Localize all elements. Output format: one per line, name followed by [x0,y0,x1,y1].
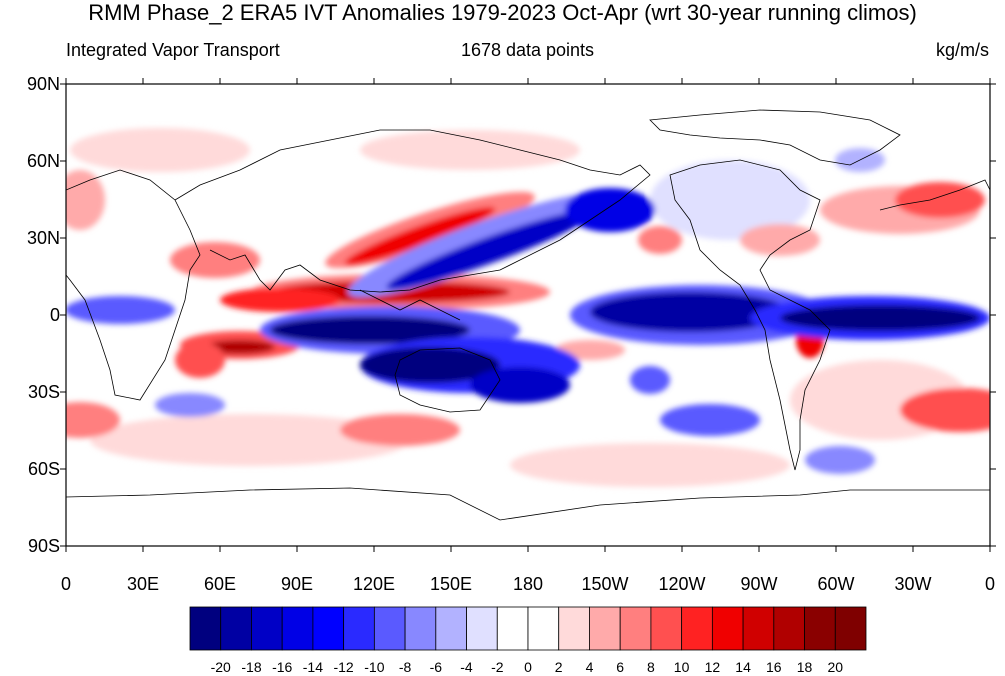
colorbar-swatch [404,606,437,651]
colorbar [189,606,867,651]
colorbar-swatch [773,606,805,651]
y-tick-label: 90S [27,536,60,556]
colorbar-swatch [251,606,283,651]
colorbar-tick-label: 14 [735,659,751,675]
colorbar-tick-label: -4 [460,659,473,675]
colorbar-swatch [220,606,252,651]
colorbar-swatch [343,606,375,651]
y-tick-label: 30S [27,382,60,402]
colorbar-tick-label: 16 [766,659,782,675]
data-count-label: 1678 data points [460,40,595,60]
anomaly-field [66,84,990,546]
colorbar-tick-label: 12 [704,659,721,675]
colorbar-swatch [435,606,467,651]
x-tick-label: 120W [658,574,706,594]
colorbar-swatch [619,606,652,651]
colorbar-tick-label: 4 [585,659,594,675]
colorbar-swatch [527,606,560,651]
y-tick-label: 30N [26,228,60,248]
colorbar-tick-label: -12 [333,659,354,675]
colorbar-swatch [281,606,314,651]
coastlines [66,109,990,521]
units-label: kg/m/s [935,40,989,60]
colorbar-tick-label: -20 [210,659,231,675]
x-tick-label: 150W [581,574,629,594]
colorbar-swatch [742,606,775,651]
colorbar-swatch [189,606,222,651]
colorbar-tick-label: 2 [554,659,563,675]
x-tick-label: 30W [894,574,932,594]
colorbar-swatch [834,606,867,651]
variable-label: Integrated Vapor Transport [66,40,280,60]
colorbar-tick-label: 8 [646,659,655,675]
colorbar-tick-label: -10 [364,659,385,675]
colorbar-swatch [804,606,836,651]
colorbar-swatch [650,606,683,651]
colorbar-tick-label: -8 [398,659,412,675]
x-tick-label: 60W [817,574,855,594]
colorbar-swatch [681,606,713,651]
colorbar-tick-label: 10 [673,659,690,675]
colorbar-swatch [558,606,590,651]
x-tick-label: 90E [280,574,314,594]
x-tick-label: 0 [60,574,71,594]
colorbar-tick-label: -16 [272,659,293,675]
colorbar-tick-label: -14 [302,659,323,675]
colorbar-tick-label: -6 [429,659,443,675]
x-tick-label: 120E [352,574,396,594]
x-tick-label: 60E [203,574,237,594]
colorbar-tick-label: -2 [491,659,504,675]
y-tick-label: 0 [49,305,60,325]
colorbar-swatch [711,606,744,651]
y-tick-label: 60N [26,151,60,171]
colorbar-swatch [589,606,621,651]
x-tick-label: 0 [984,574,995,594]
colorbar-tick-label: -18 [241,659,262,675]
y-tick-label: 90N [26,74,60,94]
colorbar-swatch [466,606,498,651]
x-tick-label: 180 [512,574,544,594]
colorbar-tick-label: 18 [796,659,813,675]
colorbar-tick-label: 6 [616,659,625,675]
x-tick-label: 150E [429,574,473,594]
colorbar-swatch [312,606,345,651]
x-tick-label: 30E [126,574,160,594]
x-tick-label: 90W [740,574,778,594]
colorbar-tick-label: 20 [827,659,844,675]
colorbar-tick-label: 0 [524,659,532,675]
y-tick-label: 60S [27,459,60,479]
colorbar-swatch [496,606,529,651]
chart-title: RMM Phase_2 ERA5 IVT Anomalies 1979-2023… [88,0,917,25]
colorbar-swatch [373,606,406,651]
axis-ticks [60,78,996,552]
